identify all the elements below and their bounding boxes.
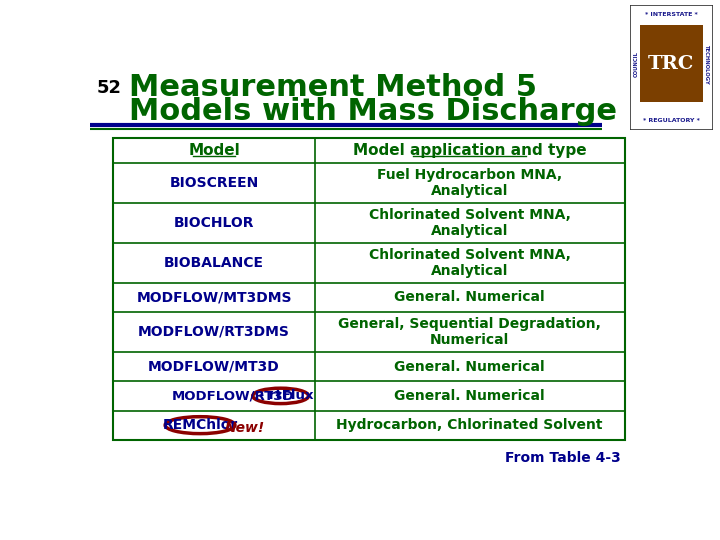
Text: Fuel Hydrocarbon MNA,
Analytical: Fuel Hydrocarbon MNA, Analytical (377, 167, 562, 198)
Bar (113, 138, 625, 440)
Text: Measurement Method 5: Measurement Method 5 (129, 72, 536, 102)
Text: General. Numerical: General. Numerical (395, 389, 545, 403)
Text: New!: New! (225, 421, 265, 435)
Text: BIOCHLOR: BIOCHLOR (174, 215, 254, 230)
Text: Chlorinated Solvent MNA,
Analytical: Chlorinated Solvent MNA, Analytical (369, 207, 571, 238)
Text: Model application and type: Model application and type (353, 143, 587, 158)
Text: MODFLOW/MT3DMS: MODFLOW/MT3DMS (136, 291, 292, 305)
Text: MODFLOW/RT3DMS: MODFLOW/RT3DMS (138, 325, 290, 339)
Text: General, Sequential Degradation,
Numerical: General, Sequential Degradation, Numeric… (338, 317, 601, 347)
Text: MODFLOW/MT3D: MODFLOW/MT3D (148, 360, 280, 374)
Text: 52: 52 (96, 79, 121, 97)
Text: MODFLOW/RT3D: MODFLOW/RT3D (171, 389, 294, 402)
Text: COUNCIL: COUNCIL (634, 51, 639, 77)
Text: Chlorinated Solvent MNA,
Analytical: Chlorinated Solvent MNA, Analytical (369, 247, 571, 278)
Text: BIOBALANCE: BIOBALANCE (164, 256, 264, 269)
Text: BIOSCREEN: BIOSCREEN (169, 176, 258, 190)
Text: * INTERSTATE *: * INTERSTATE * (645, 11, 698, 17)
Text: Model: Model (188, 143, 240, 158)
Text: REMChlor: REMChlor (163, 418, 238, 432)
Text: From Table 4-3: From Table 4-3 (505, 451, 621, 465)
Bar (640, 25, 703, 102)
Text: General. Numerical: General. Numerical (395, 291, 545, 305)
Text: General. Numerical: General. Numerical (395, 360, 545, 374)
Text: * REGULATORY *: * REGULATORY * (643, 118, 700, 124)
Text: - rtFlux: - rtFlux (254, 389, 314, 402)
Text: TECHNOLOGY: TECHNOLOGY (704, 44, 709, 84)
Text: Hydrocarbon, Chlorinated Solvent: Hydrocarbon, Chlorinated Solvent (336, 418, 603, 432)
Text: TRC: TRC (648, 55, 695, 73)
Text: Models with Mass Discharge: Models with Mass Discharge (129, 97, 617, 126)
